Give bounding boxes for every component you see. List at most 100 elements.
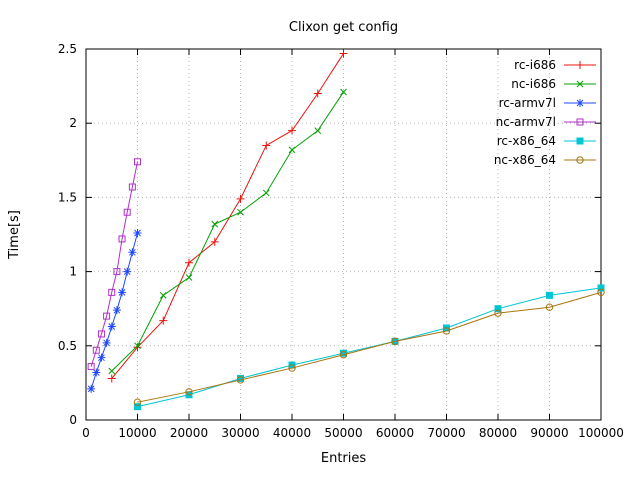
marker-plus [339, 49, 348, 58]
marker-circle-open [236, 376, 245, 384]
marker-cross [237, 208, 244, 216]
marker-asterisk [92, 368, 101, 377]
marker-square-filled [546, 291, 553, 299]
y-tick-label: 1.5 [58, 190, 77, 204]
marker-square-open [576, 118, 584, 126]
marker-square-filled [597, 284, 605, 292]
x-tick-label: 70000 [427, 426, 465, 440]
marker-cross [262, 189, 270, 197]
x-tick-label: 40000 [273, 426, 311, 440]
series-nc-x86_64 [133, 288, 605, 406]
series-line [90, 161, 138, 367]
marker-cross [108, 367, 116, 375]
marker-circle-open [133, 398, 142, 406]
marker-circle-open [185, 388, 193, 396]
x-tick-label: 100000 [578, 426, 624, 440]
axes-ticks: 0 10000 20000 30000 40000 50000 60000 70000 8000… [58, 42, 624, 440]
marker-asterisk [107, 322, 116, 331]
marker-circle-open [442, 327, 451, 335]
marker-square-open [113, 268, 121, 276]
marker-circle-open [391, 337, 399, 346]
marker-asterisk [87, 384, 96, 393]
marker-asterisk [128, 248, 137, 257]
marker-square-filled [576, 137, 584, 145]
marker-square-open [97, 330, 105, 338]
marker-circle-open [576, 156, 584, 164]
y-axis-label: Time[s] [7, 210, 22, 260]
legend-label: rc-x86_64 [497, 134, 556, 148]
marker-plus [262, 141, 271, 150]
series-line [111, 53, 344, 379]
legend-item-rc-i686: rc-i686 [514, 58, 596, 72]
marker-square-open [92, 346, 100, 354]
marker-circle-open [597, 288, 605, 297]
series-rc-armv7l [87, 229, 142, 393]
x-tick-label: 60000 [376, 426, 414, 440]
marker-square-filled [494, 305, 502, 313]
marker-asterisk [118, 288, 127, 297]
marker-plus [185, 258, 193, 267]
y-tick-label: 0.5 [58, 339, 77, 353]
chart-title: Clixon get config [289, 20, 398, 35]
marker-cross [134, 342, 141, 350]
marker-plus [236, 194, 245, 203]
marker-circle-open [494, 309, 502, 317]
x-tick-label: 80000 [479, 426, 517, 440]
x-axis-label: Entries [321, 451, 367, 466]
x-tick-label: 10000 [118, 426, 156, 440]
marker-cross [576, 80, 584, 88]
marker-circle-open [545, 303, 554, 311]
legend-label: nc-i686 [511, 77, 556, 91]
marker-cross [159, 291, 167, 299]
marker-circle-open [339, 351, 348, 359]
marker-plus [576, 61, 584, 69]
y-tick-label: 1 [69, 265, 77, 279]
marker-asterisk [133, 229, 142, 238]
marker-asterisk [97, 353, 106, 362]
marker-asterisk [112, 306, 121, 315]
x-tick-label: 90000 [530, 426, 568, 440]
marker-circle-open [288, 364, 296, 372]
marker-cross [340, 88, 347, 96]
marker-plus [133, 343, 142, 352]
x-tick-label: 30000 [221, 426, 259, 440]
marker-cross [288, 146, 296, 154]
marker-square-open [128, 183, 136, 191]
legend-item-nc-i686: nc-i686 [511, 77, 596, 91]
marker-cross [185, 274, 193, 281]
series-rc-i686 [107, 49, 348, 383]
marker-plus [313, 89, 322, 98]
series-line [90, 232, 138, 389]
series-line [137, 291, 602, 403]
legend-item-nc-x86_64: nc-x86_64 [494, 153, 596, 167]
marker-square-open [108, 288, 116, 296]
legend-label: rc-armv7l [499, 96, 556, 110]
legend: rc-i686 nc-i686 rc-armv7l nc-armv7l rc-x86_6… [494, 58, 596, 167]
series-rc-x86_64 [134, 284, 605, 411]
marker-cross [314, 127, 322, 134]
marker-square-open [118, 235, 126, 243]
marker-asterisk [576, 99, 584, 107]
series-line [111, 91, 344, 372]
series-nc-i686 [108, 88, 347, 375]
marker-plus [288, 126, 296, 135]
marker-square-open [103, 312, 111, 320]
x-tick-label: 0 [82, 426, 90, 440]
y-tick-label: 2.5 [58, 42, 77, 56]
x-tick-label: 20000 [170, 426, 208, 440]
legend-item-rc-x86_64: rc-x86_64 [497, 134, 596, 148]
legend-label: nc-armv7l [496, 115, 556, 129]
series-nc-armv7l [87, 158, 141, 371]
marker-asterisk [123, 267, 132, 276]
legend-label: rc-i686 [514, 58, 556, 72]
series-line [137, 287, 602, 408]
y-tick-label: 2 [69, 116, 77, 130]
marker-plus [107, 374, 116, 383]
y-tick-label: 0 [69, 413, 77, 427]
legend-item-rc-armv7l: rc-armv7l [499, 96, 596, 110]
marker-square-open [134, 158, 141, 166]
marker-plus [210, 237, 219, 246]
legend-label: nc-x86_64 [494, 153, 556, 167]
marker-asterisk [102, 338, 111, 347]
